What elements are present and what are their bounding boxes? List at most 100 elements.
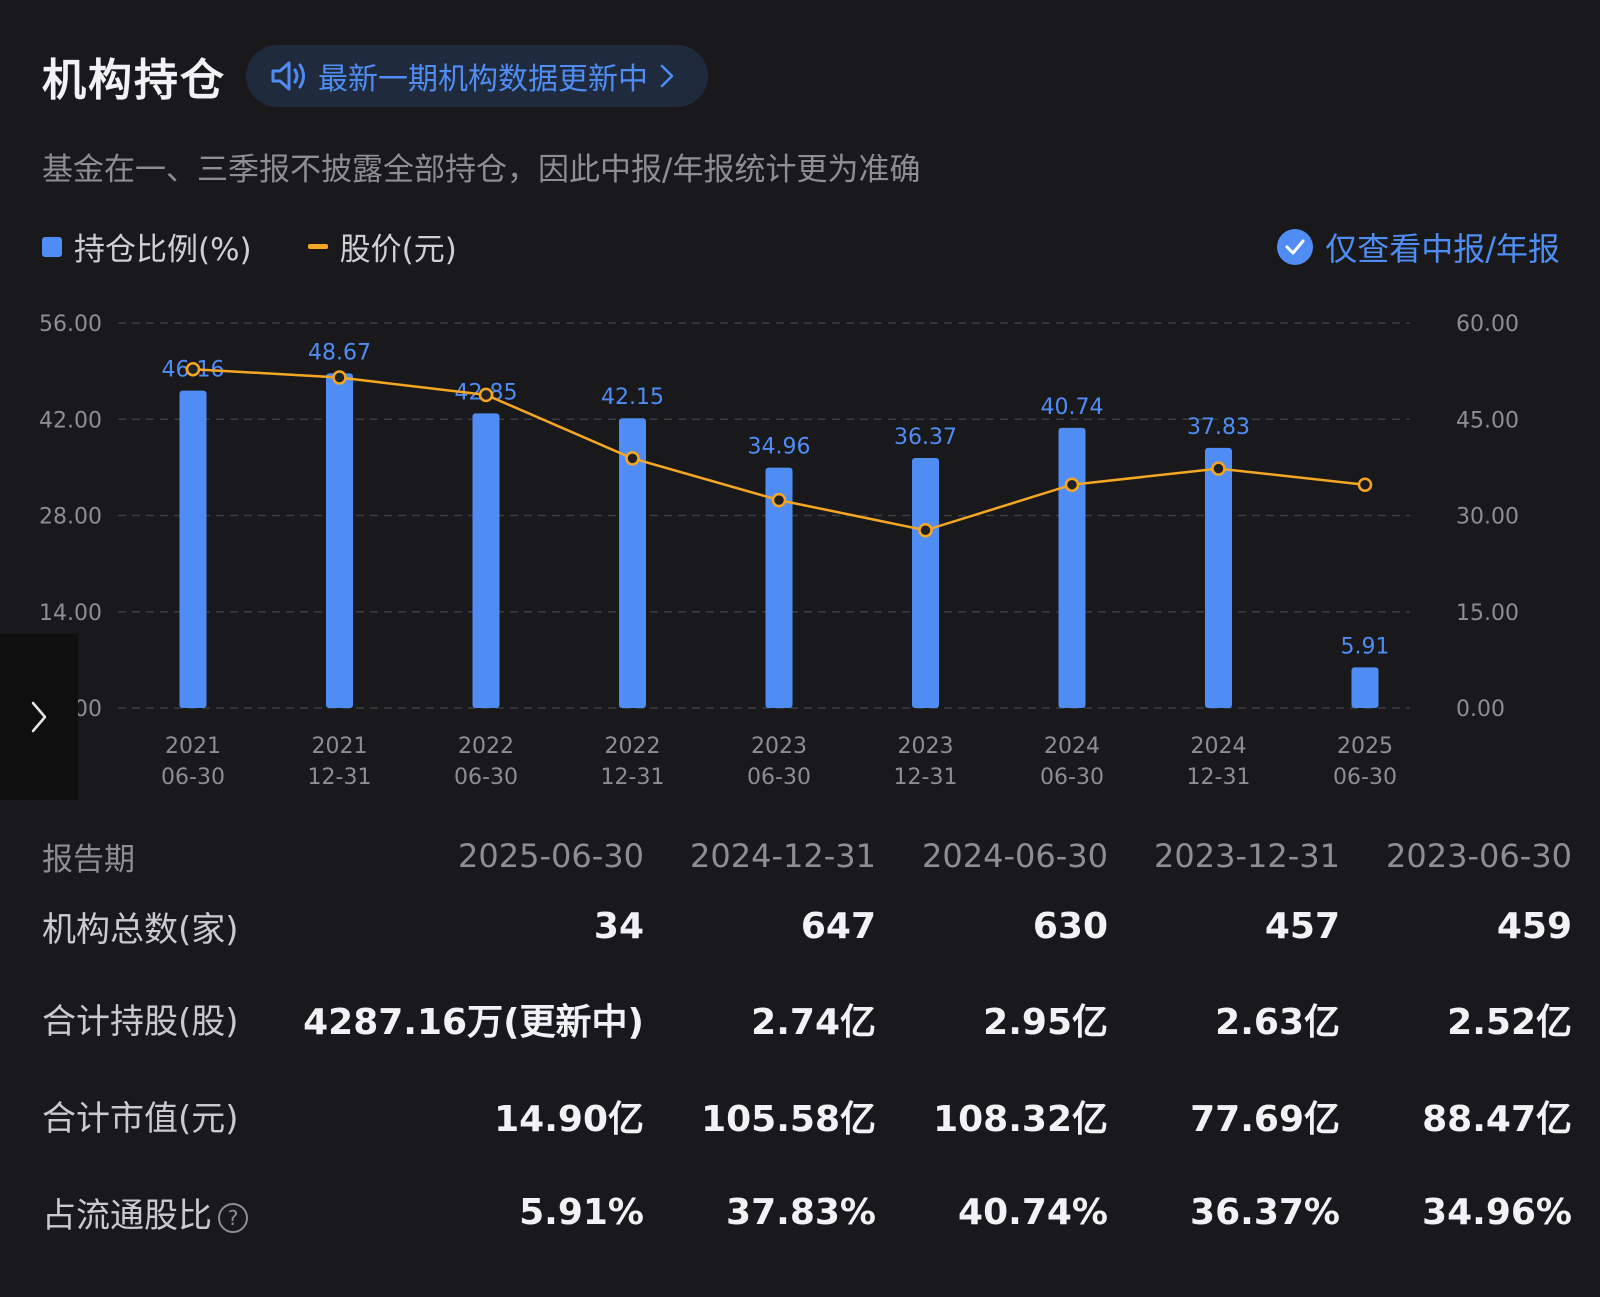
holdings-chart: 0.0014.0028.0042.0056.000.0015.0030.0045… <box>39 312 1519 790</box>
period-cell: 2024-12-31 <box>690 837 876 875</box>
bar-legend-swatch <box>42 236 62 257</box>
table-row: 占流通股比? 5.91% 37.83% 40.74% 36.37% 34.96% <box>42 1164 1572 1261</box>
holdings-table: 报告期 2025-06-30 2024-12-31 2024-06-30 202… <box>42 830 1572 1261</box>
table-cell: 647 <box>800 905 876 947</box>
y-left-tick-label: 42.00 <box>39 408 102 433</box>
bar <box>765 467 793 708</box>
x-tick-label-year: 2022 <box>458 734 514 759</box>
x-tick-label-date: 12-31 <box>308 765 372 790</box>
bar <box>472 413 500 708</box>
chart-legend: 持仓比例(%) 股价(元) <box>42 224 457 269</box>
price-point <box>625 451 640 466</box>
x-tick-label-date: 12-31 <box>601 765 665 790</box>
bar-value-label: 42.15 <box>601 385 664 410</box>
update-notice-button[interactable]: 最新一期机构数据更新中 <box>246 45 708 107</box>
price-point <box>918 523 933 538</box>
price-point <box>332 370 347 385</box>
y-right-tick-label: 30.00 <box>1456 505 1519 530</box>
bar <box>912 457 939 708</box>
row-label-text: 占流通股比 <box>42 1196 212 1236</box>
table-cell: 2.95亿 <box>983 1001 1108 1043</box>
price-point <box>771 492 787 508</box>
x-tick-label-year: 2024 <box>1191 734 1247 759</box>
y-right-tick-label: 15.00 <box>1456 601 1519 626</box>
bar-value-label: 5.91 <box>1341 634 1390 659</box>
table-cell: 40.74% <box>958 1192 1108 1233</box>
row-label: 合计市值(元) <box>42 1099 239 1139</box>
speaker-icon <box>271 61 305 91</box>
price-point <box>1064 477 1080 492</box>
bar-value-label: 40.74 <box>1041 395 1104 420</box>
table-cell: 2.52亿 <box>1447 1001 1572 1043</box>
table-header-row: 报告期 2025-06-30 2024-12-31 2024-06-30 202… <box>42 830 1572 882</box>
y-right-tick-label: 45.00 <box>1456 408 1519 433</box>
x-tick-label-date: 06-30 <box>747 765 811 790</box>
y-left-tick-label: 56.00 <box>39 312 102 337</box>
bar <box>326 373 353 708</box>
x-tick-label-date: 12-31 <box>894 765 958 790</box>
x-tick-label-date: 06-30 <box>161 765 225 790</box>
expand-side-panel-button[interactable] <box>0 634 78 800</box>
y-right-tick-label: 60.00 <box>1456 312 1519 337</box>
bar <box>1205 447 1232 708</box>
table-cell: 34.96% <box>1422 1192 1572 1233</box>
page-title: 机构持仓 <box>42 55 226 106</box>
bar-value-label: 34.96 <box>748 435 811 460</box>
period-label: 报告期 <box>42 841 135 878</box>
half-year-filter-label: 仅查看中报/年报 <box>1325 230 1560 268</box>
subtitle-note: 基金在一、三季报不披露全部持仓，因此中报/年报统计更为准确 <box>42 152 921 188</box>
y-left-tick-label: 14.00 <box>39 601 102 626</box>
bar-value-label: 36.37 <box>894 425 957 450</box>
period-cell: 2024-06-30 <box>922 837 1108 875</box>
period-cell: 2023-06-30 <box>1386 837 1572 875</box>
chevron-right-icon <box>660 64 674 88</box>
table-cell: 4287.16万(更新中) <box>303 1001 644 1043</box>
bar-legend-label: 持仓比例(%) <box>74 232 252 268</box>
table-cell: 2.74亿 <box>751 1001 876 1043</box>
bar-value-label: 48.67 <box>308 340 371 365</box>
table-cell: 14.90亿 <box>494 1098 644 1140</box>
x-tick-label-year: 2024 <box>1044 734 1100 759</box>
half-year-filter-toggle[interactable]: 仅查看中报/年报 <box>1277 224 1560 270</box>
price-point <box>1357 477 1373 492</box>
table-cell: 2.63亿 <box>1215 1001 1340 1043</box>
bar <box>619 418 646 708</box>
x-tick-label-year: 2025 <box>1337 734 1393 759</box>
price-point <box>1211 461 1226 476</box>
row-label: 机构总数(家) <box>42 909 239 950</box>
x-tick-label-year: 2023 <box>898 734 954 759</box>
x-tick-label-year: 2022 <box>605 734 661 759</box>
y-left-tick-label: 28.00 <box>39 505 102 530</box>
period-cell: 2023-12-31 <box>1154 837 1340 875</box>
header: 机构持仓 最新一期机构数据更新中 <box>42 44 708 108</box>
table-cell: 459 <box>1496 905 1572 947</box>
x-tick-label-date: 12-31 <box>1187 765 1251 790</box>
x-tick-label-year: 2021 <box>312 734 368 759</box>
period-cell: 2025-06-30 <box>458 837 644 875</box>
table-cell: 77.69亿 <box>1190 1098 1340 1140</box>
bar <box>1351 667 1379 708</box>
y-right-tick-label: 0.00 <box>1456 697 1505 722</box>
table-cell: 36.37% <box>1190 1192 1340 1233</box>
table-row: 合计持股(股) 4287.16万(更新中) 2.74亿 2.95亿 2.63亿 … <box>42 970 1572 1067</box>
table-cell: 34 <box>593 905 644 947</box>
table-cell: 105.58亿 <box>701 1098 876 1140</box>
line-legend-swatch <box>307 244 328 249</box>
bar <box>1058 427 1086 708</box>
x-tick-label-date: 06-30 <box>1333 765 1397 790</box>
bar-value-label: 37.83 <box>1187 415 1250 440</box>
price-point <box>478 387 494 403</box>
row-label: 占流通股比? <box>42 1164 282 1261</box>
update-notice-text: 最新一期机构数据更新中 <box>318 62 648 97</box>
table-cell: 108.32亿 <box>933 1098 1108 1140</box>
table-cell: 630 <box>1032 905 1108 947</box>
help-icon[interactable]: ? <box>218 1202 248 1233</box>
x-tick-label-date: 06-30 <box>454 765 518 790</box>
x-tick-label-year: 2023 <box>751 734 807 759</box>
table-row: 机构总数(家) 34 647 630 457 459 <box>42 882 1572 970</box>
checkmark-icon <box>1277 229 1314 265</box>
table-cell: 5.91% <box>519 1192 644 1233</box>
row-label: 合计持股(股) <box>42 1002 239 1042</box>
table-cell: 457 <box>1264 905 1340 947</box>
table-cell: 37.83% <box>726 1192 876 1233</box>
